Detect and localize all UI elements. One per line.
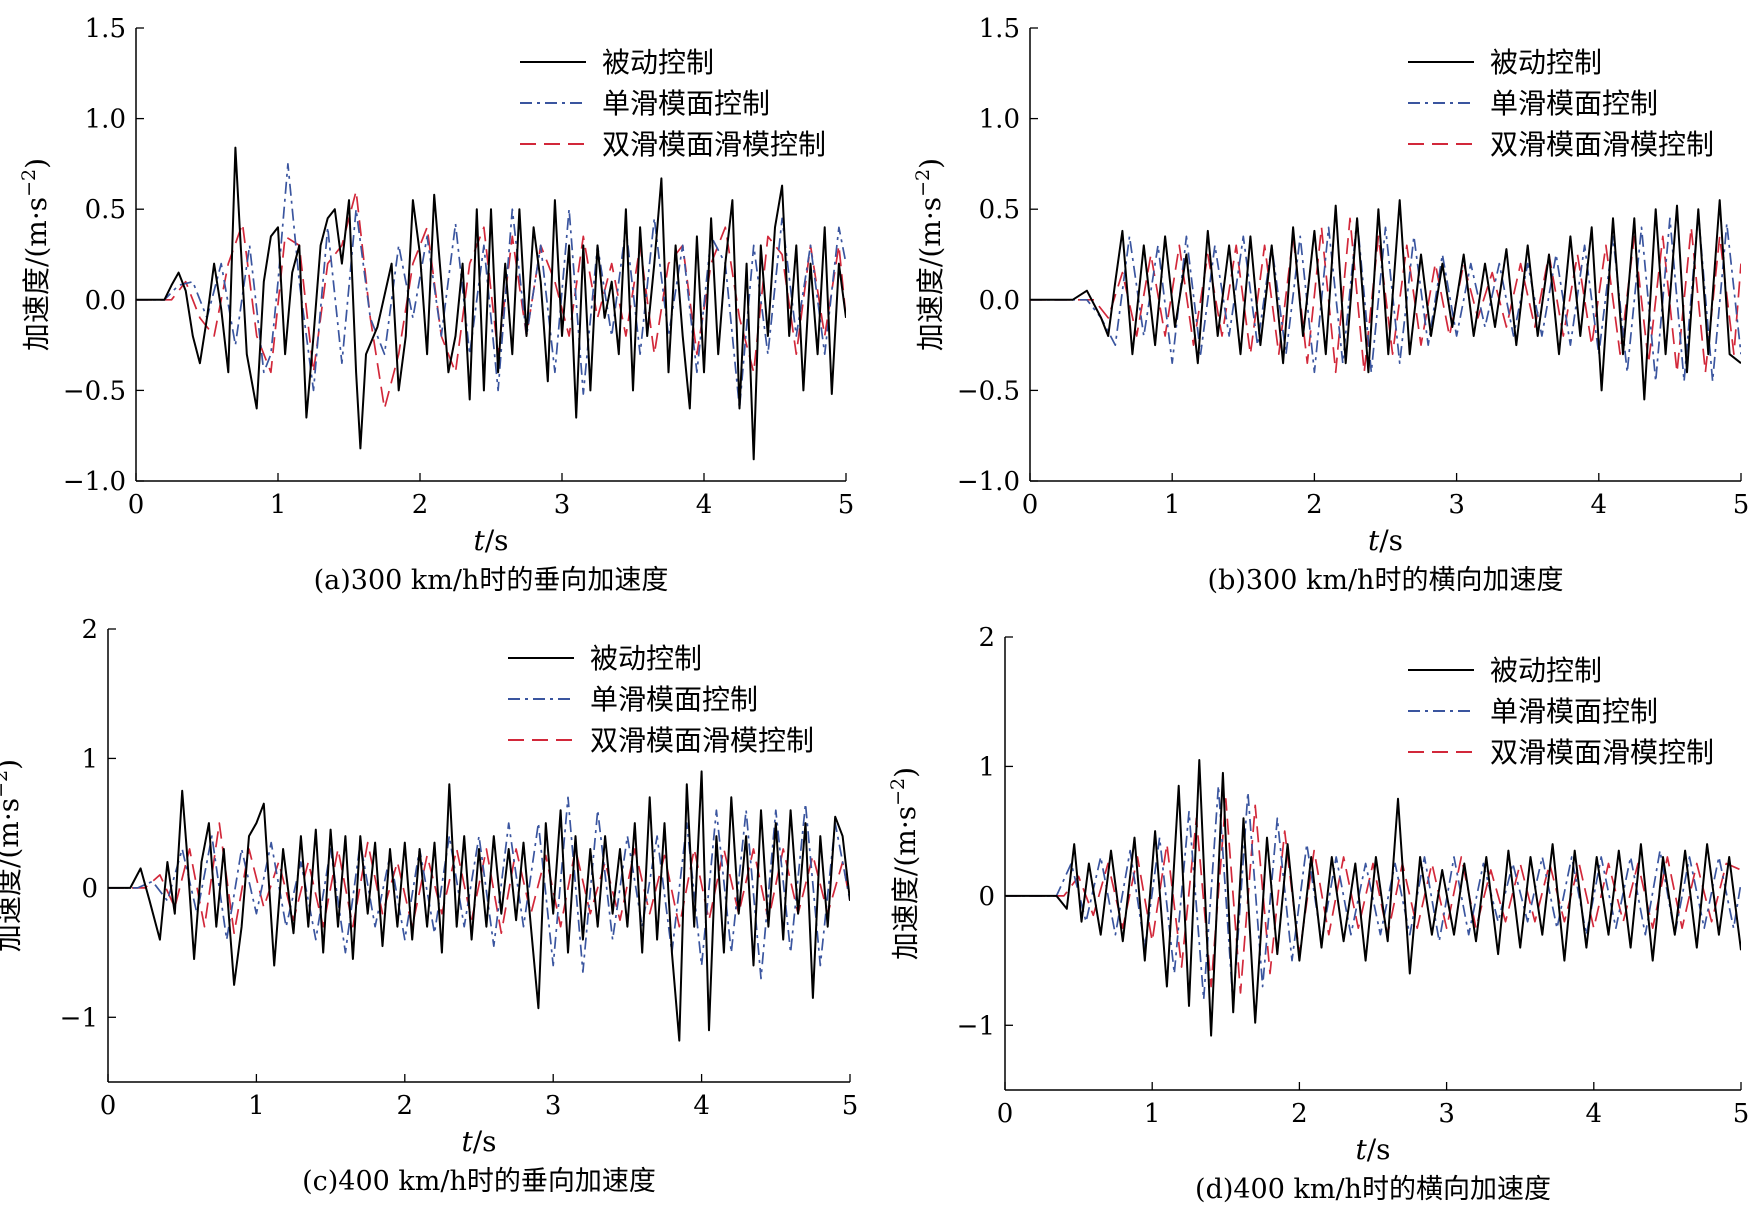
chart-panel-0: 0 1 2 3 4 5 −1.0 −0.5 0.0 0.5 1.0 1.5 t/s 加速度/(m·s−2)… (18, 14, 854, 596)
x-tick-label: 1 (270, 490, 287, 520)
legend-label-2: 双滑模面滑模控制 (1490, 736, 1714, 769)
y-axis-label: 加速度/(m·s−2) (0, 759, 25, 952)
legend-label-0: 被动控制 (1490, 46, 1602, 79)
series-line-0 (108, 770, 850, 1042)
x-tick-label: 4 (1591, 490, 1608, 520)
x-tick-label: 3 (554, 490, 571, 520)
chart-panel-1: 0 1 2 3 4 5 −1.0 −0.5 0.0 0.5 1.0 1.5 t/s 加速度/(m·s−2)… (912, 14, 1749, 596)
y-tick-label: 2 (81, 615, 98, 645)
x-tick-label: 3 (545, 1091, 562, 1121)
series-line-1 (136, 163, 846, 410)
legend-label-1: 单滑模面控制 (1490, 695, 1658, 728)
chart-panel-3: 0 1 2 3 4 5 −1 0 1 2 t/s 加速度/(m·s−2) 被动控制单滑模面控制双滑模面滑… (887, 623, 1749, 1205)
x-tick-label: 4 (696, 490, 713, 520)
y-axis-label: 加速度/(m·s−2) (18, 158, 53, 351)
y-tick-label: 1.0 (979, 105, 1020, 135)
y-tick-label: −1.0 (63, 467, 126, 497)
x-axis-label: t/s (473, 524, 508, 557)
x-axis-label: t/s (1355, 1133, 1390, 1166)
panel-caption: (d)400 km/h时的横向加速度 (1195, 1174, 1551, 1205)
x-tick-label: 3 (1448, 490, 1465, 520)
series-line-0 (1005, 759, 1741, 1037)
series-line-0 (1030, 199, 1741, 401)
x-tick-label: 0 (1022, 490, 1039, 520)
series-line-2 (1030, 217, 1741, 374)
legend-label-2: 双滑模面滑模控制 (1490, 128, 1714, 161)
y-tick-label: −0.5 (957, 376, 1020, 406)
x-tick-label: 1 (248, 1091, 265, 1121)
x-tick-label: 4 (1586, 1099, 1603, 1129)
y-tick-label: 0.5 (85, 195, 126, 225)
x-tick-label: 2 (412, 490, 429, 520)
x-tick-label: 5 (1733, 490, 1750, 520)
x-tick-label: 5 (1733, 1099, 1750, 1129)
legend-label-0: 被动控制 (1490, 654, 1602, 687)
x-tick-label: 5 (842, 1091, 859, 1121)
panel-caption: (a)300 km/h时的垂向加速度 (314, 565, 669, 596)
y-axis-label: 加速度/(m·s−2) (887, 767, 922, 960)
x-tick-label: 5 (838, 490, 855, 520)
legend-label-1: 单滑模面控制 (602, 87, 770, 120)
y-tick-label: 0.0 (85, 286, 126, 316)
series-line-0 (136, 146, 846, 461)
y-tick-label: −1 (957, 1011, 995, 1041)
x-tick-label: 1 (1164, 490, 1181, 520)
legend-label-1: 单滑模面控制 (1490, 87, 1658, 120)
legend-label-0: 被动控制 (590, 642, 702, 675)
x-tick-label: 3 (1438, 1099, 1455, 1129)
x-tick-label: 0 (100, 1091, 117, 1121)
x-tick-label: 0 (997, 1099, 1014, 1129)
legend-label-2: 双滑模面滑模控制 (590, 724, 814, 757)
chart-panel-2: 0 1 2 3 4 5 −1 0 1 2 t/s 加速度/(m·s−2) 被动控制单滑模面控制双滑模面滑… (0, 615, 858, 1197)
y-tick-label: 1.5 (85, 14, 126, 44)
legend-label-0: 被动控制 (602, 46, 714, 79)
x-tick-label: 4 (693, 1091, 710, 1121)
x-tick-label: 2 (1306, 490, 1323, 520)
x-tick-label: 2 (397, 1091, 414, 1121)
x-axis-label: t/s (1368, 524, 1403, 557)
panel-caption: (c)400 km/h时的垂向加速度 (302, 1166, 656, 1197)
x-tick-label: 1 (1144, 1099, 1161, 1129)
y-tick-label: −1.0 (957, 467, 1020, 497)
series-line-2 (136, 190, 846, 410)
y-tick-label: 1 (81, 744, 98, 774)
legend-label-2: 双滑模面滑模控制 (602, 128, 826, 161)
series-line-1 (1005, 784, 1741, 1007)
y-tick-label: 1 (978, 752, 995, 782)
y-tick-label: 0 (81, 874, 98, 904)
y-axis-label: 加速度/(m·s−2) (912, 158, 947, 351)
y-tick-label: −1 (60, 1003, 98, 1033)
x-axis-label: t/s (461, 1125, 496, 1158)
y-tick-label: 0.5 (979, 195, 1020, 225)
y-tick-label: 0.0 (979, 286, 1020, 316)
x-tick-label: 0 (128, 490, 145, 520)
y-tick-label: 1.5 (979, 14, 1020, 44)
series-line-2 (108, 822, 850, 935)
series-line-1 (108, 796, 850, 980)
y-tick-label: 1.0 (85, 105, 126, 135)
legend-label-1: 单滑模面控制 (590, 683, 758, 716)
y-tick-label: −0.5 (63, 376, 126, 406)
panel-caption: (b)300 km/h时的横向加速度 (1208, 565, 1564, 596)
y-tick-label: 2 (978, 623, 995, 653)
y-tick-label: 0 (978, 882, 995, 912)
x-tick-label: 2 (1291, 1099, 1308, 1129)
